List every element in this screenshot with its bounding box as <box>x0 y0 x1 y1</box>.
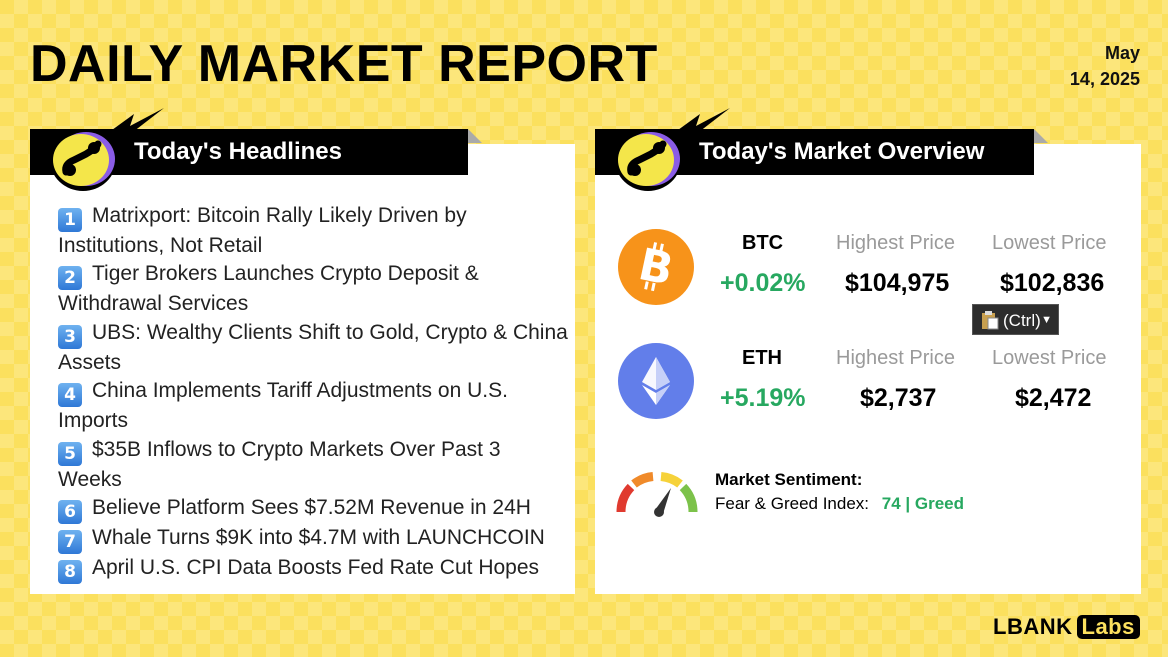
paste-options-button[interactable]: (Ctrl) ▼ <box>972 304 1059 335</box>
eth-high-label: Highest Price <box>836 347 955 369</box>
headline-item: 7 Whale Turns $9K into $4.7M with LAUNCHC… <box>58 524 568 555</box>
headline-item: 4 China Implements Tariff Adjustments on … <box>58 377 568 435</box>
page-title: DAILY MARKET REPORT <box>30 35 658 93</box>
headline-text: China Implements Tariff Adjustments on U… <box>58 379 508 433</box>
number-badge-icon: 7 <box>58 530 82 555</box>
sentiment-title: Market Sentiment: <box>715 470 863 489</box>
number-badge-icon: 6 <box>58 500 82 525</box>
btc-low-value: $102,836 <box>1000 269 1105 297</box>
lbank-logo-icon <box>50 129 116 191</box>
number-badge-icon: 3 <box>58 324 82 349</box>
btc-high-label: Highest Price <box>836 232 955 254</box>
date-day-year: 14, 2025 <box>1069 69 1140 89</box>
fear-greed-value: 74 | Greed <box>881 494 965 513</box>
eth-low-value: $2,472 <box>1015 384 1092 412</box>
brand-suffix: Labs <box>1076 615 1140 639</box>
headline-item: 1 Matrixport: Bitcoin Rally Likely Driven… <box>58 202 568 260</box>
ethereum-icon <box>618 343 694 419</box>
eth-low-label: Lowest Price <box>992 347 1107 369</box>
headline-text: UBS: Wealthy Clients Shift to Gold, Cryp… <box>58 320 568 374</box>
headline-text: Whale Turns $9K into $4.7M with LAUNCHCO… <box>92 526 545 550</box>
tab-notch <box>468 129 482 143</box>
lbank-labs-logo: LBANK Labs <box>993 614 1140 640</box>
clipboard-icon <box>982 311 999 330</box>
btc-symbol: BTC <box>742 232 784 254</box>
headlines-list: 1 Matrixport: Bitcoin Rally Likely Driven… <box>58 202 568 585</box>
tab-notch <box>1034 129 1048 143</box>
eth-change: +5.19% <box>720 384 806 412</box>
brand-name: LBANK <box>993 614 1073 639</box>
headlines-card <box>30 144 575 594</box>
headline-item: 3 UBS: Wealthy Clients Shift to Gold, Cry… <box>58 319 568 377</box>
number-badge-icon: 4 <box>58 383 82 408</box>
bitcoin-icon: B <box>618 229 694 305</box>
headline-item: 2 Tiger Brokers Launches Crypto Deposit &… <box>58 260 568 318</box>
report-date: May 14, 2025 <box>1070 40 1140 92</box>
headline-item: 8 April U.S. CPI Data Boosts Fed Rate Cut… <box>58 554 568 585</box>
lbank-logo-icon <box>615 129 681 191</box>
gauge-icon <box>616 472 698 517</box>
lightning-icon <box>90 108 164 146</box>
number-badge-icon: 1 <box>58 208 82 232</box>
date-month: May <box>1104 43 1140 63</box>
btc-high-value: $104,975 <box>845 269 950 297</box>
headline-text: $35B Inflows to Crypto Markets Over Past… <box>58 437 501 491</box>
number-badge-icon: 5 <box>58 441 82 466</box>
fear-greed-label: Fear & Greed Index: <box>715 494 870 513</box>
chevron-down-icon: ▼ <box>1041 314 1052 326</box>
headline-text: April U.S. CPI Data Boosts Fed Rate Cut … <box>92 556 540 580</box>
number-badge-icon: 2 <box>58 266 82 291</box>
eth-high-value: $2,737 <box>860 384 937 412</box>
eth-symbol: ETH <box>742 347 782 369</box>
headline-text: Believe Platform Sees $7.52M Revenue in … <box>92 496 531 520</box>
fear-greed-line: Fear & Greed Index: 74 | Greed <box>715 494 964 514</box>
lightning-icon <box>656 108 730 146</box>
btc-change: +0.02% <box>720 269 806 297</box>
headline-text: Tiger Brokers Launches Crypto Deposit & … <box>58 262 479 316</box>
btc-low-label: Lowest Price <box>992 232 1107 254</box>
headline-item: 5 $35B Inflows to Crypto Markets Over Pas… <box>58 436 568 494</box>
headline-item: 6 Believe Platform Sees $7.52M Revenue in… <box>58 494 568 525</box>
paste-options-label: (Ctrl) <box>1003 311 1041 330</box>
headline-text: Matrixport: Bitcoin Rally Likely Driven … <box>58 204 467 257</box>
number-badge-icon: 8 <box>58 560 82 585</box>
